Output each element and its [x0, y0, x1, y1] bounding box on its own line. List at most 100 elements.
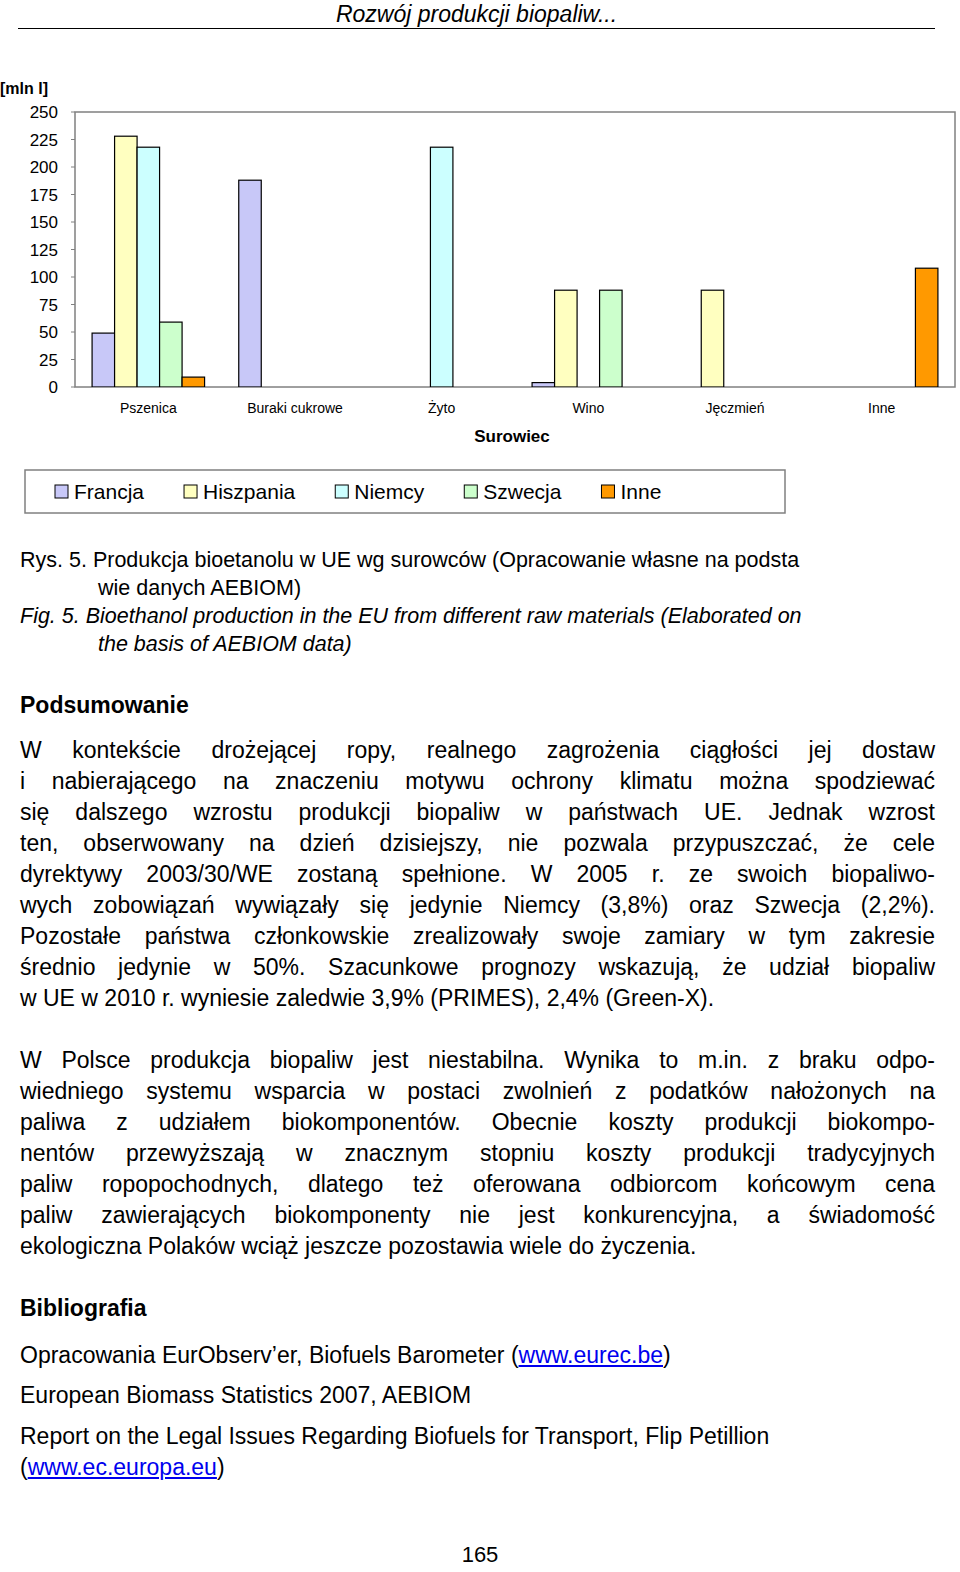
bib-link[interactable]: www.eurec.be	[519, 1342, 663, 1368]
x-tick-label: Inne	[868, 400, 895, 416]
bib-link[interactable]: www.ec.europa.eu	[28, 1454, 217, 1480]
y-tick-label: 0	[49, 378, 58, 397]
y-tick	[71, 304, 75, 305]
legend-label: Inne	[620, 480, 661, 503]
y-tick	[71, 359, 75, 360]
bar	[329, 386, 352, 387]
bib-text: )	[217, 1454, 225, 1480]
bar	[915, 268, 938, 387]
bar	[848, 386, 871, 387]
caption-line: wie danych AEBIOM)	[98, 574, 301, 602]
text-line: średnio jedynie w 50%. Szacunkowe progno…	[20, 952, 935, 983]
legend-label: Szwecja	[483, 480, 562, 503]
legend-label: Francja	[74, 480, 144, 503]
y-tick-label: 225	[30, 131, 58, 150]
y-tick	[71, 277, 75, 278]
bar	[453, 386, 476, 387]
text-line: paliw zawierających biokomponenty nie je…	[20, 1200, 935, 1231]
x-axis-label: Surowiec	[474, 427, 550, 446]
y-tick-label: 25	[39, 351, 58, 370]
legend-swatch	[55, 485, 68, 498]
y-tick	[71, 112, 75, 113]
bar	[261, 386, 284, 387]
legend-swatch	[184, 485, 197, 498]
bib-text: Opracowania EurObserv’er, Biofuels Barom…	[20, 1342, 519, 1368]
heading: Podsumowanie	[20, 690, 189, 721]
legend-box	[25, 470, 785, 513]
bar	[746, 386, 769, 387]
y-tick-label: 75	[39, 296, 58, 315]
page: Rozwój produkcji biopaliw...025507510012…	[0, 0, 960, 1572]
bar	[679, 386, 702, 387]
legend-swatch	[601, 485, 614, 498]
bar	[475, 386, 498, 387]
bar	[701, 290, 724, 387]
bar	[724, 386, 747, 387]
bar	[137, 147, 160, 387]
caption-line: the basis of AEBIOM data)	[98, 630, 352, 658]
y-axis-label: [mln l]	[0, 80, 48, 97]
y-tick	[71, 332, 75, 333]
text-line: Pozostałe państwa członkowskie zrealizow…	[20, 921, 935, 952]
bar	[430, 147, 453, 387]
bar	[284, 386, 307, 387]
caption-line: Fig. 5. Bioethanol production in the EU …	[20, 602, 802, 630]
legend-label: Niemcy	[354, 480, 425, 503]
bar	[92, 333, 115, 387]
plot-area	[75, 112, 955, 387]
bar	[532, 383, 555, 387]
bar	[182, 377, 205, 387]
y-tick	[71, 194, 75, 195]
bib-item: Report on the Legal Issues Regarding Bio…	[20, 1421, 935, 1483]
text-line: się dalszego wzrostu produkcji biopaliw …	[20, 797, 935, 828]
x-tick-label: Buraki cukrowe	[247, 400, 343, 416]
bar	[306, 386, 329, 387]
bar	[385, 386, 408, 387]
text-line: W Polsce produkcja biopaliw jest niestab…	[20, 1045, 935, 1076]
y-tick	[71, 167, 75, 168]
text-line: paliwa z udziałem biokomponentów. Obecni…	[20, 1107, 935, 1138]
bar	[408, 386, 431, 387]
bar	[577, 386, 600, 387]
x-tick-label: Żyto	[428, 399, 455, 416]
legend-swatch	[335, 485, 348, 498]
text-line: ekologiczna Polaków wciąż jeszcze pozost…	[20, 1231, 935, 1262]
bar	[825, 386, 848, 387]
y-tick-label: 175	[30, 186, 58, 205]
y-tick-label: 125	[30, 241, 58, 260]
text-line: paliw ropopochodnych, dlatego też oferow…	[20, 1169, 935, 1200]
text-line: nentów przewyższają w znacznym stopniu k…	[20, 1138, 935, 1169]
y-tick	[71, 139, 75, 140]
y-tick	[71, 222, 75, 223]
header-rule	[18, 28, 935, 29]
text-line: wiedniego systemu wsparcia w postaci zwo…	[20, 1076, 935, 1107]
caption-line: Rys. 5. Produkcja bioetanolu w UE wg sur…	[20, 546, 799, 574]
y-tick-label: 50	[39, 323, 58, 342]
text-line: w UE w 2010 r. wyniesie zaledwie 3,9% (P…	[20, 983, 935, 1014]
running-header: Rozwój produkcji biopaliw...	[18, 0, 935, 28]
bar	[555, 290, 578, 387]
y-tick-label: 150	[30, 213, 58, 232]
y-tick	[71, 387, 75, 388]
y-tick-label: 200	[30, 158, 58, 177]
x-tick-label: Pszenica	[120, 400, 177, 416]
text-line: wych zobowiązań wywiązały się jedynie Ni…	[20, 890, 935, 921]
bib-item: Opracowania EurObserv’er, Biofuels Barom…	[20, 1340, 935, 1371]
bib-text: European Biomass Statistics 2007, AEBIOM	[20, 1382, 471, 1408]
legend-label: Hiszpania	[203, 480, 296, 503]
text-line: W kontekście drożejącej ropy, realnego z…	[20, 735, 935, 766]
legend-swatch	[464, 485, 477, 498]
bib-text: )	[663, 1342, 671, 1368]
bar	[893, 386, 916, 387]
bar	[870, 386, 893, 387]
text-line: ten, obserwowany na dzień dzisiejszy, ni…	[20, 828, 935, 859]
chart: 0255075100125150175200225250[mln l]Pszen…	[0, 0, 960, 530]
bar	[239, 180, 262, 387]
bar	[622, 386, 645, 387]
text-line: dyrektywy 2003/30/WE zostaną spełnione. …	[20, 859, 935, 890]
y-tick	[71, 249, 75, 250]
x-tick-label: Jęczmień	[705, 400, 764, 416]
bar	[115, 136, 138, 387]
bar	[160, 322, 183, 387]
text-line: i nabierającego na znaczeniu motywu ochr…	[20, 766, 935, 797]
